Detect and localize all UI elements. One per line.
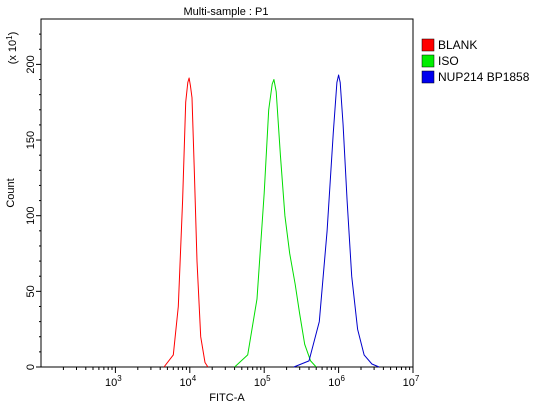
y-axis-multiplier: (x 101) [5,32,19,65]
legend-swatch [421,38,435,52]
legend-label: ISO [438,54,459,68]
y-tick-label: 150 [25,131,37,149]
x-tick-label: 103 [105,374,122,389]
legend: BLANK ISO NUP214 BP1858 [421,38,530,84]
legend-swatch [421,70,435,84]
legend-label: NUP214 BP1858 [438,70,530,84]
y-tick-label: 200 [25,55,37,73]
y-tick-label: 0 [25,364,37,370]
x-tick-label: 106 [328,374,345,389]
series-lines [163,74,380,368]
x-tick-label: 105 [254,374,271,389]
legend-swatch [421,54,435,68]
y-axis: 0 50 100 150 200 [25,33,41,370]
series-line-iso [234,79,317,368]
y-tick-label: 100 [25,207,37,225]
series-line-blank [163,77,209,368]
x-tick-label: 104 [179,374,196,389]
y-axis-title: Count [5,178,17,207]
x-axis: 103 104 105 106 107 [62,367,420,389]
legend-label: BLANK [438,38,477,52]
series-line-nup214-bp1858 [293,74,380,368]
x-axis-title: FITC-A [209,392,245,404]
x-tick-label: 107 [403,374,420,389]
y-tick-label: 50 [25,285,37,297]
chart-title: Multi-sample : P1 [184,6,269,18]
plot-frame [40,18,414,368]
